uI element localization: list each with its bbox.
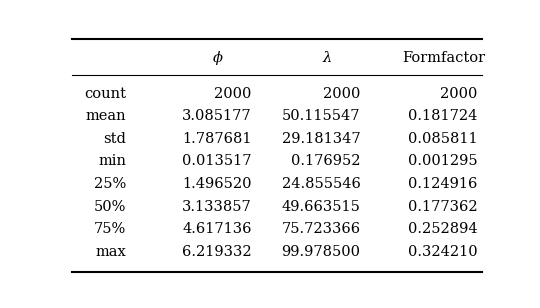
Text: 3.085177: 3.085177 — [182, 109, 252, 124]
Text: mean: mean — [85, 109, 126, 124]
Text: 75%: 75% — [94, 222, 126, 236]
Text: 75.723366: 75.723366 — [281, 222, 361, 236]
Text: λ: λ — [322, 51, 332, 65]
Text: 0.085811: 0.085811 — [408, 132, 478, 146]
Text: 0.013517: 0.013517 — [182, 155, 252, 168]
Text: 49.663515: 49.663515 — [281, 200, 361, 213]
Text: min: min — [98, 155, 126, 168]
Text: 0.252894: 0.252894 — [408, 222, 478, 236]
Text: 25%: 25% — [94, 177, 126, 191]
Text: 0.324210: 0.324210 — [408, 245, 478, 259]
Text: 0.124916: 0.124916 — [408, 177, 478, 191]
Text: 2000: 2000 — [440, 87, 478, 101]
Text: 0.176952: 0.176952 — [291, 155, 361, 168]
Text: 50.115547: 50.115547 — [282, 109, 361, 124]
Text: 99.978500: 99.978500 — [281, 245, 361, 259]
Text: std: std — [103, 132, 126, 146]
Text: 3.133857: 3.133857 — [182, 200, 252, 213]
Text: ϕ: ϕ — [213, 51, 223, 65]
Text: 6.219332: 6.219332 — [182, 245, 252, 259]
Text: 1.787681: 1.787681 — [182, 132, 252, 146]
Text: 0.001295: 0.001295 — [408, 155, 478, 168]
Text: Formfactor: Formfactor — [403, 51, 485, 65]
Text: max: max — [96, 245, 126, 259]
Text: 50%: 50% — [94, 200, 126, 213]
Text: 2000: 2000 — [323, 87, 361, 101]
Text: 2000: 2000 — [214, 87, 252, 101]
Text: 0.181724: 0.181724 — [408, 109, 478, 124]
Text: 0.177362: 0.177362 — [408, 200, 478, 213]
Text: 24.855546: 24.855546 — [281, 177, 361, 191]
Text: count: count — [84, 87, 126, 101]
Text: 29.181347: 29.181347 — [282, 132, 361, 146]
Text: 4.617136: 4.617136 — [182, 222, 252, 236]
Text: 1.496520: 1.496520 — [182, 177, 252, 191]
